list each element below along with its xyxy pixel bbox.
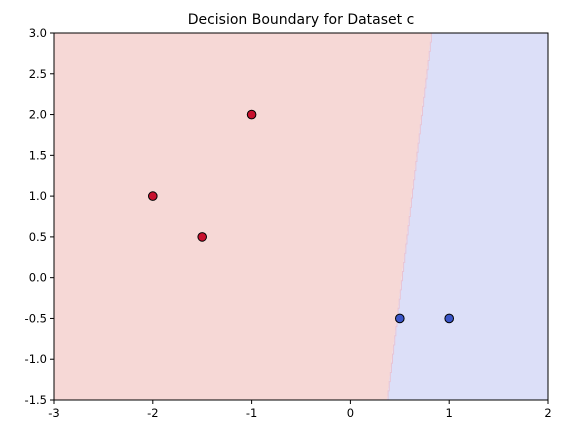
y-tick-label: -0.5 — [25, 311, 47, 325]
y-tick-label: 2.0 — [29, 108, 47, 122]
y-tick-label: 1.0 — [29, 189, 47, 203]
x-tick-label: 2 — [544, 406, 551, 420]
axes: -3 -2 -1 0 1 2 -1.5 -1.0 -0.5 0.0 0.5 1.0 1.5 2.0 2.5 3… — [25, 26, 552, 420]
x-tick-label: -1 — [246, 406, 257, 420]
y-tick-label: 0.5 — [29, 230, 47, 244]
data-points — [148, 109, 455, 324]
y-tick-label: 1.5 — [29, 148, 47, 162]
plot-frame — [53, 32, 549, 401]
y-tick-label: 2.5 — [29, 67, 47, 81]
y-tick-label: -1.0 — [25, 352, 47, 366]
point-blue-0 — [395, 313, 405, 324]
chart-title: Decision Boundary for Dataset c — [188, 12, 415, 28]
y-tick-label: 3.0 — [29, 26, 47, 40]
point-blue-1 — [444, 313, 455, 324]
x-tick-label: 0 — [347, 406, 354, 420]
point-red-1 — [197, 232, 207, 242]
x-tick-label: -3 — [48, 406, 59, 420]
x-tick-label: 1 — [446, 406, 453, 420]
point-red-2 — [246, 109, 257, 120]
point-red-0 — [148, 191, 158, 201]
decision-boundary-line — [386, 33, 432, 401]
y-tick-label: -1.5 — [25, 393, 47, 407]
region-blue — [386, 33, 548, 400]
region-red — [54, 33, 432, 400]
x-tick-label: -2 — [147, 406, 158, 420]
decision-regions — [54, 33, 548, 401]
y-tick-label: 0.0 — [29, 271, 47, 285]
